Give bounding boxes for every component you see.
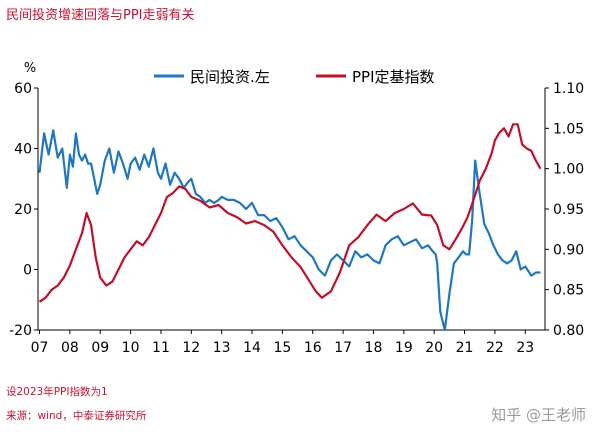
watermark: 知乎 @王老师 [491, 406, 586, 424]
left-tick-label: 0 [23, 263, 32, 279]
left-tick-label: 60 [14, 81, 32, 97]
legend-label-1: 民间投资.左 [190, 68, 270, 86]
x-tick-label: 12 [182, 340, 200, 356]
chart-lines [38, 123, 542, 332]
left-tick-label: -20 [9, 323, 32, 339]
x-tick-label: 16 [304, 340, 322, 356]
legend-label-2: PPI定基指数 [352, 68, 435, 86]
x-tick-label: 22 [486, 340, 504, 356]
left-axis-unit: % [24, 61, 36, 76]
x-tick-label: 17 [334, 340, 352, 356]
x-tick-label: 10 [122, 340, 140, 356]
x-tick-label: 13 [213, 340, 231, 356]
series-line-1 [38, 129, 541, 332]
x-tick-label: 23 [516, 340, 534, 356]
footnote-source: 来源：wind，中泰证券研究所 [6, 410, 147, 422]
x-tick-label: 18 [365, 340, 383, 356]
right-tick-label: 0.90 [553, 242, 584, 258]
x-tick-label: 20 [425, 340, 443, 356]
right-tick-label: 1.05 [553, 121, 584, 137]
right-tick-label: 0.95 [553, 202, 584, 218]
x-tick-label: 19 [395, 340, 413, 356]
x-tick-label: 07 [31, 340, 49, 356]
x-tick-label: 14 [243, 340, 261, 356]
x-tick-label: 08 [61, 340, 79, 356]
x-tick-label: 09 [91, 340, 109, 356]
right-tick-label: 0.85 [553, 283, 584, 299]
chart-title: 民间投资增速回落与PPI走弱有关 [6, 8, 195, 23]
x-tick-label: 21 [456, 340, 474, 356]
right-tick-label: 1.00 [553, 162, 584, 178]
chart-axes: % -20 0 20 40 60 0.80 0.85 0.90 0.95 1.00 1.05 1.10 0… [9, 61, 584, 356]
chart-legend: 民间投资.左 PPI定基指数 [154, 68, 435, 86]
right-tick-label: 0.80 [553, 323, 584, 339]
x-tick-label: 15 [273, 340, 291, 356]
right-tick-label: 1.10 [553, 81, 584, 97]
footnote-note: 设2023年PPI指数为1 [6, 386, 108, 398]
left-tick-label: 40 [14, 142, 32, 158]
left-tick-label: 20 [14, 202, 32, 218]
series-line-2 [38, 123, 542, 303]
x-tick-label: 11 [152, 340, 170, 356]
